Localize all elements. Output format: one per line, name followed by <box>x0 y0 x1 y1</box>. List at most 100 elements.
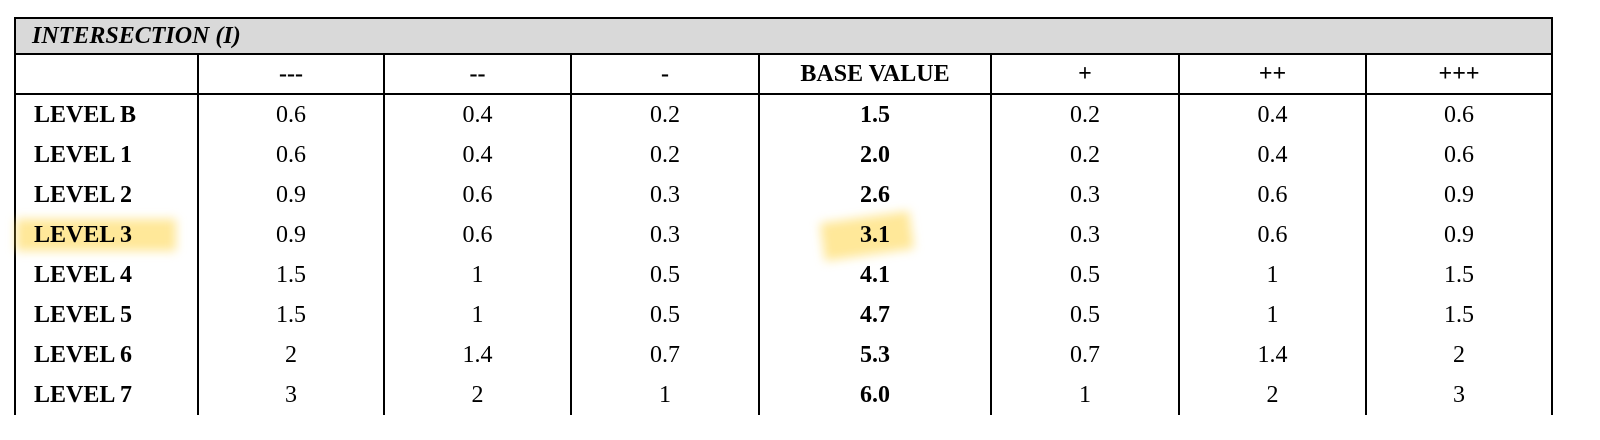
cell-value: 0.6 <box>1257 181 1288 208</box>
value-cell: 1.4 <box>383 335 572 375</box>
value-cell: 0.4 <box>1178 135 1367 175</box>
value-cell: 2.6 <box>758 175 992 215</box>
cell-value: 2.0 <box>860 141 890 168</box>
value-cell: 1 <box>383 255 572 295</box>
cell-value: 0.5 <box>650 301 680 328</box>
data-row: LEVEL 2 0.9 0.6 0.3 2.6 0.3 0.6 0.9 <box>14 175 1554 215</box>
cell-value: 0.9 <box>1444 181 1475 208</box>
column-header: ++ <box>1178 53 1367 95</box>
cell-value: 2 <box>1453 341 1466 368</box>
value-cell: 3 <box>197 375 385 415</box>
row-label-cell: LEVEL B <box>14 94 199 135</box>
value-cell: 1 <box>570 375 760 415</box>
cell-value: 0.6 <box>462 221 493 248</box>
data-row: LEVEL B 0.6 0.4 0.2 1.5 0.2 0.4 0.6 <box>14 94 1554 135</box>
value-cell: 1.4 <box>1178 335 1367 375</box>
cell-value: 0.7 <box>650 341 680 368</box>
data-row: LEVEL 5 1.5 1 0.5 4.7 0.5 1 1.5 <box>14 295 1554 335</box>
cell-value: 0.6 <box>276 101 306 128</box>
row-label-cell: LEVEL 4 <box>14 255 199 295</box>
title-row: INTERSECTION (I) <box>13 17 1554 55</box>
cell-value: 0.4 <box>462 101 493 128</box>
value-cell: 0.3 <box>570 175 760 215</box>
cell-value: 1 <box>1266 261 1279 288</box>
cell-value: 1 <box>471 301 484 328</box>
value-cell: 1.5 <box>758 94 992 135</box>
row-label: LEVEL 4 <box>34 261 133 288</box>
value-cell: 0.5 <box>570 255 760 295</box>
cell-value: 0.3 <box>1070 221 1100 248</box>
value-cell: 6.0 <box>758 375 992 415</box>
cell-value: 0.7 <box>1070 341 1100 368</box>
header-corner <box>14 53 199 95</box>
cell-value: 4.1 <box>860 261 890 288</box>
cell-value: 2 <box>471 381 484 408</box>
row-label-cell: LEVEL 6 <box>14 335 199 375</box>
row-label-cell: LEVEL 3 <box>14 215 199 255</box>
cell-value: 6.0 <box>860 381 890 408</box>
column-header: - <box>570 53 760 95</box>
cell-value: 1 <box>1266 301 1279 328</box>
value-cell: 1 <box>383 295 572 335</box>
cell-value: 0.3 <box>650 221 680 248</box>
cell-value: 1 <box>471 261 484 288</box>
cell-value: 0.5 <box>1070 261 1100 288</box>
cell-value: 0.9 <box>276 221 306 248</box>
value-cell: 4.7 <box>758 295 992 335</box>
value-cell: 0.6 <box>197 94 385 135</box>
cell-value: 0.4 <box>462 141 493 168</box>
data-row: LEVEL 3 0.9 0.6 0.3 3.1 0.3 0.6 0.9 <box>14 210 1554 262</box>
row-label: LEVEL 5 <box>34 301 133 328</box>
cell-value: 1.4 <box>462 341 493 368</box>
row-label-cell: LEVEL 1 <box>14 135 199 175</box>
value-cell: 0.6 <box>1364 135 1554 175</box>
value-cell: 0.2 <box>990 135 1180 175</box>
cell-value: 4.7 <box>860 301 890 328</box>
value-cell: 0.6 <box>197 135 385 175</box>
value-cell: 0.7 <box>990 335 1180 375</box>
cell-value: 3 <box>285 381 297 408</box>
value-cell: 0.2 <box>570 135 760 175</box>
cell-value: 3 <box>1453 381 1466 408</box>
cell-value: 2 <box>285 341 297 368</box>
column-header: +++ <box>1364 53 1554 95</box>
data-row: LEVEL 1 0.6 0.4 0.2 2.0 0.2 0.4 0.6 <box>14 135 1554 175</box>
value-cell: 0.6 <box>1178 175 1367 215</box>
value-cell: 0.9 <box>197 175 385 215</box>
value-cell: 4.1 <box>758 255 992 295</box>
cell-value: 0.5 <box>1070 301 1100 328</box>
value-cell: 0.7 <box>570 335 760 375</box>
cell-value: 0.2 <box>1070 141 1100 168</box>
cell-value: 2.6 <box>860 181 890 208</box>
data-row: LEVEL 6 2 1.4 0.7 5.3 0.7 1.4 2 <box>14 335 1554 375</box>
cell-value: 1 <box>1079 381 1091 408</box>
row-label: LEVEL 3 <box>34 221 133 248</box>
header-row: --- -- - BASE VALUE + ++ +++ <box>14 53 1554 95</box>
cell-value: 5.3 <box>860 341 890 368</box>
row-label-cell: LEVEL 7 <box>14 375 199 415</box>
row-label: LEVEL 7 <box>34 381 133 408</box>
cell-value: 3.1 <box>860 221 890 248</box>
column-header: --- <box>197 53 385 95</box>
value-cell: 0.4 <box>383 94 572 135</box>
column-header: BASE VALUE <box>758 53 992 95</box>
cell-value: 0.5 <box>650 261 680 288</box>
value-cell: 2 <box>197 335 385 375</box>
row-label-cell: LEVEL 2 <box>14 175 199 215</box>
cell-value: 0.6 <box>462 181 493 208</box>
cell-value: 0.2 <box>1070 101 1100 128</box>
value-cell: 1.5 <box>1364 295 1554 335</box>
data-row: LEVEL 4 1.5 1 0.5 4.1 0.5 1 1.5 <box>14 255 1554 295</box>
cell-value: 0.6 <box>276 141 306 168</box>
cell-value: 1.5 <box>860 101 890 128</box>
value-cell: 0.4 <box>1178 94 1367 135</box>
row-label: LEVEL 6 <box>34 341 133 368</box>
row-label: LEVEL 2 <box>34 181 133 208</box>
cell-value: 1.5 <box>1444 261 1475 288</box>
value-cell: 0.9 <box>197 215 385 255</box>
value-cell: 0.5 <box>990 295 1180 335</box>
cell-value: 1.5 <box>276 301 306 328</box>
value-cell: 5.3 <box>758 335 992 375</box>
